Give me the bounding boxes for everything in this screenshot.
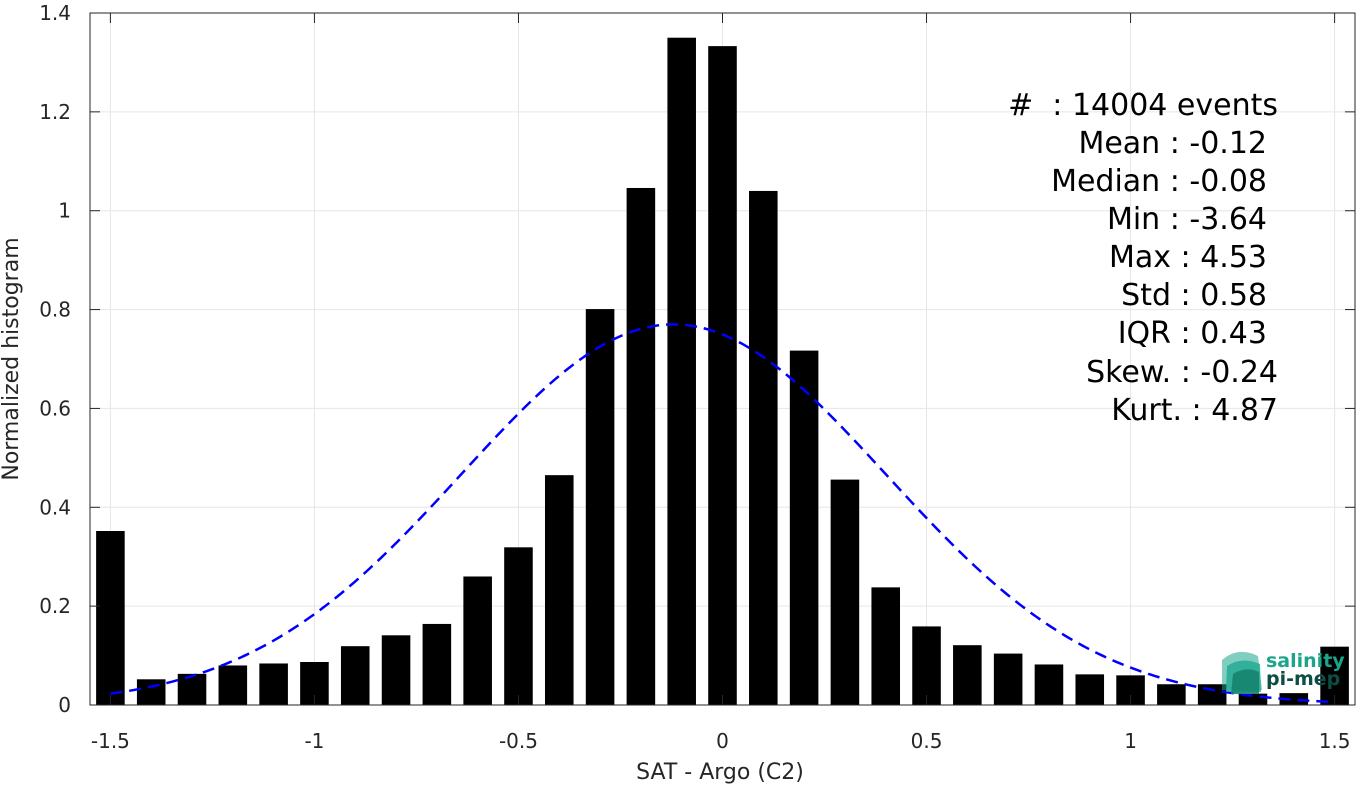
- stats-min: Min : -3.64: [1107, 202, 1267, 237]
- y-tick-label: 1.2: [39, 100, 71, 124]
- histogram-bar: [830, 479, 860, 705]
- y-tick-label: 0.2: [39, 594, 71, 618]
- x-tick-label: 0: [716, 729, 729, 753]
- stats-events: # : 14004 events: [1008, 88, 1278, 123]
- histogram-bar: [585, 309, 615, 705]
- x-axis-label: SAT - Argo (C2): [636, 760, 804, 785]
- y-tick-label: 0.6: [39, 396, 71, 420]
- x-tick-label: 1: [1124, 729, 1137, 753]
- stats-median: Median : -0.08: [1051, 164, 1267, 199]
- stats-mean: Mean : -0.12: [1078, 126, 1267, 161]
- histogram-bar: [340, 646, 370, 705]
- stats-box: # : 14004 events Mean : -0.12 Median : -…: [1008, 88, 1278, 428]
- x-tick-label: -0.5: [499, 729, 538, 753]
- y-tick-label: 1.4: [39, 1, 71, 25]
- gaussian-fit-curve: [110, 323, 1335, 704]
- x-tick-label: -1: [304, 729, 324, 753]
- histogram-bar: [463, 576, 492, 705]
- stats-iqr: IQR : 0.43: [1118, 316, 1267, 351]
- histogram-bar: [422, 623, 452, 705]
- histogram-bar: [1075, 674, 1105, 705]
- histogram-bar: [789, 350, 819, 705]
- histogram-bar: [626, 187, 656, 705]
- histogram-bar: [667, 37, 696, 705]
- logo-text-line2: pi-mep: [1266, 668, 1340, 690]
- x-tick-label: 1.5: [1319, 729, 1351, 753]
- histogram-bars: [96, 37, 1349, 706]
- histogram-bar: [993, 653, 1023, 705]
- histogram-bar: [749, 190, 778, 705]
- y-tick-label: 1: [58, 199, 71, 223]
- y-tick-label: 0: [58, 693, 71, 717]
- salinity-pimep-logo: salinity pi-mep: [1222, 650, 1345, 694]
- histogram-bar: [544, 475, 574, 705]
- wave-logo-icon: [1222, 651, 1262, 694]
- y-axis-label: Normalized histogram: [0, 237, 24, 480]
- histogram-bar: [381, 635, 411, 705]
- histogram-bar: [136, 679, 166, 705]
- stats-kurt: Kurt. : 4.87: [1111, 393, 1278, 428]
- logo-text-line1: salinity: [1266, 650, 1345, 672]
- histogram-bar: [177, 673, 207, 705]
- histogram-bar: [708, 46, 737, 706]
- stats-skew: Skew. : -0.24: [1086, 355, 1278, 390]
- y-axis-ticks: 0 0.2 0.4 0.6 0.8 1 1.2 1.4: [39, 1, 1355, 717]
- stats-std: Std : 0.58: [1121, 278, 1267, 313]
- stats-max: Max : 4.53: [1109, 240, 1267, 275]
- y-tick-label: 0.8: [39, 298, 71, 322]
- histogram-bar: [1238, 693, 1268, 705]
- x-tick-label: 0.5: [911, 729, 943, 753]
- histogram-bar: [912, 626, 941, 705]
- histogram-bar: [259, 663, 288, 705]
- histogram-bar: [1034, 664, 1064, 705]
- histogram-bar: [504, 547, 533, 705]
- histogram-bar: [1157, 684, 1186, 705]
- histogram-bar: [218, 665, 248, 705]
- x-axis-ticks: -1.5 -1 -0.5 0 0.5 1 1.5: [91, 13, 1351, 753]
- x-tick-label: -1.5: [91, 729, 130, 753]
- histogram-bar: [871, 587, 901, 705]
- histogram-bar: [96, 531, 125, 705]
- y-tick-label: 0.4: [39, 495, 71, 519]
- histogram-bar: [1279, 693, 1309, 705]
- histogram-bar: [953, 645, 982, 705]
